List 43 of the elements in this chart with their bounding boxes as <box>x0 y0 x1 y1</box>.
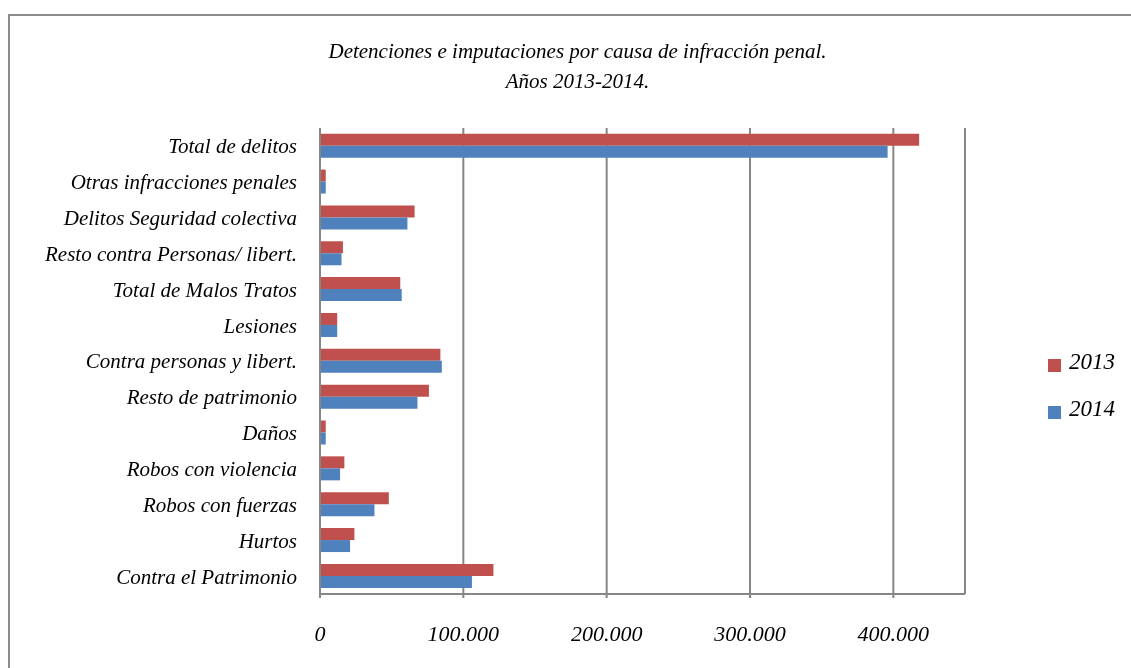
bar <box>320 540 351 553</box>
bar <box>320 456 345 469</box>
y-tick-label: Delitos Seguridad colectiva <box>62 206 297 231</box>
bar <box>320 348 441 361</box>
legend-label: 2014 <box>1069 396 1115 421</box>
bar <box>320 360 442 373</box>
legend-label: 2013 <box>1069 349 1115 374</box>
x-tick-label: 300.000 <box>713 620 786 646</box>
bar <box>320 289 402 302</box>
bar <box>320 253 342 266</box>
y-tick-label: Robos con violencia <box>125 456 297 481</box>
bar <box>320 217 408 230</box>
bar <box>320 396 418 409</box>
y-tick-label: Daños <box>241 421 297 446</box>
y-tick-label: Total de delitos <box>168 134 297 159</box>
bar <box>320 277 401 290</box>
y-tick-label: Robos con fuerzas <box>142 492 297 517</box>
bar <box>320 205 415 218</box>
y-tick-label: Resto de patrimonio <box>125 385 297 410</box>
bar <box>320 504 375 517</box>
y-tick-label: Lesiones <box>222 313 297 338</box>
x-tick-label: 100.000 <box>427 620 500 646</box>
bar <box>320 384 429 397</box>
y-tick-label: Contra el Patrimonio <box>116 564 297 589</box>
bar <box>320 528 355 541</box>
x-tick-label: 200.000 <box>570 620 643 646</box>
y-tick-label: Total de Malos Tratos <box>112 277 297 302</box>
y-tick-label: Otras infracciones penales <box>70 170 297 195</box>
bar <box>320 324 338 337</box>
x-tick-label: 400.000 <box>857 620 930 646</box>
chart-title: Detenciones e imputaciones por causa de infracción penal. Años 2013-2014. <box>327 38 828 95</box>
y-tick-label: Hurtos <box>237 528 297 553</box>
bar <box>320 575 472 588</box>
bar <box>320 145 888 158</box>
bar <box>320 492 389 505</box>
bar <box>320 241 343 254</box>
y-tick-label: Resto contra Personas/ libert. <box>44 241 297 266</box>
y-tick-label: Contra personas y libert. <box>85 349 297 374</box>
bar <box>320 563 494 576</box>
bar <box>320 312 338 325</box>
x-tick-label: 0 <box>314 620 326 646</box>
bar <box>320 468 341 481</box>
bar <box>320 133 920 146</box>
